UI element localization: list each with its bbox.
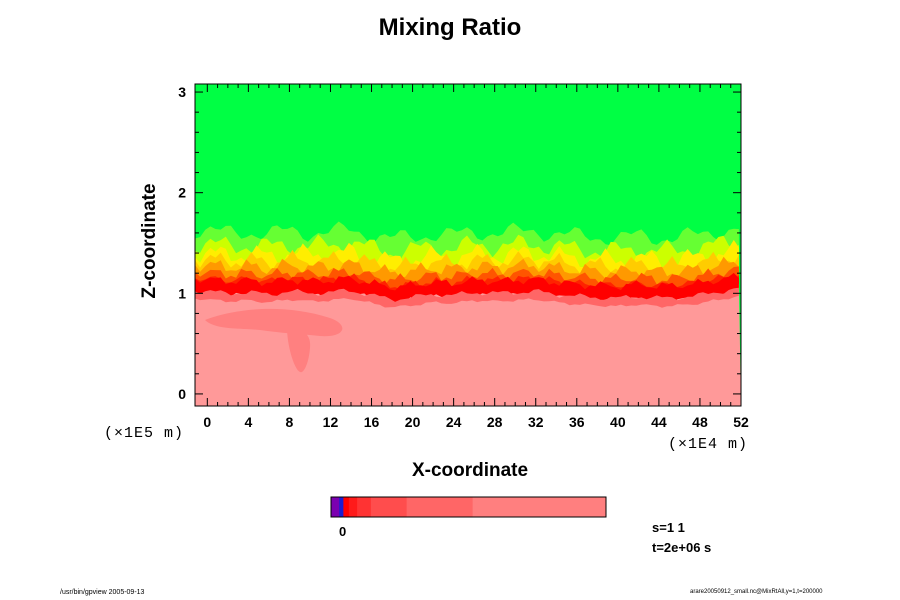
colorbar-swatch (472, 497, 607, 517)
x-tick-label: 4 (244, 414, 252, 430)
plot-frame (194, 83, 742, 407)
x-tick-label: 12 (323, 414, 339, 430)
core-band (195, 272, 739, 303)
footer-command: /usr/bin/gpview 2005-09-13 (60, 589, 145, 596)
colorbar-swatch (370, 497, 408, 517)
x-tick-label: 36 (569, 414, 585, 430)
colorbar-frame (330, 496, 607, 518)
y-tick-label: 0 (178, 386, 186, 402)
colorbar-swatch (406, 497, 474, 517)
y-axis-label: Z-coordinate (139, 183, 160, 299)
plume (287, 328, 311, 373)
x-tick-label: 28 (487, 414, 503, 430)
x-tick-label: 32 (528, 414, 544, 430)
colorbar-swatch (339, 497, 344, 517)
patch (205, 308, 343, 337)
field-layer (195, 84, 741, 406)
x-tick-label: 24 (446, 414, 462, 430)
footer-source: arare20050912_small.nc@MixRtAll,y=1,t=20… (690, 589, 823, 595)
colorbar-zero-label: 0 (339, 524, 347, 539)
x-axis-label: X-coordinate (411, 460, 529, 481)
y-tick-label: 3 (178, 84, 186, 100)
step-annotation: s=1 1 (652, 520, 685, 535)
y-exponent-label: (×1E5 m) (104, 425, 185, 442)
x-tick-label: 20 (405, 414, 421, 430)
colorbar-swatch (348, 497, 358, 517)
y-tick-label: 1 (178, 285, 186, 301)
lower-region (195, 283, 741, 406)
colorbar-swatch (357, 497, 372, 517)
x-tick-label: 48 (692, 414, 708, 430)
time-annotation: t=2e+06 s (652, 540, 712, 555)
y-tick-label: 2 (178, 185, 186, 201)
colorbar-swatch (331, 497, 340, 517)
colorbar (330, 496, 607, 518)
colorbar-swatch (343, 497, 350, 517)
x-tick-label: 0 (203, 414, 211, 430)
sub-band (195, 287, 739, 308)
x-tick-label: 52 (733, 414, 749, 430)
x-tick-label: 40 (610, 414, 626, 430)
chart-title: Mixing Ratio (378, 14, 522, 41)
x-tick-label: 44 (651, 414, 667, 430)
x-tick-label: 16 (364, 414, 380, 430)
x-tick-label: 8 (286, 414, 294, 430)
x-exponent-label: (×1E4 m) (668, 436, 749, 453)
